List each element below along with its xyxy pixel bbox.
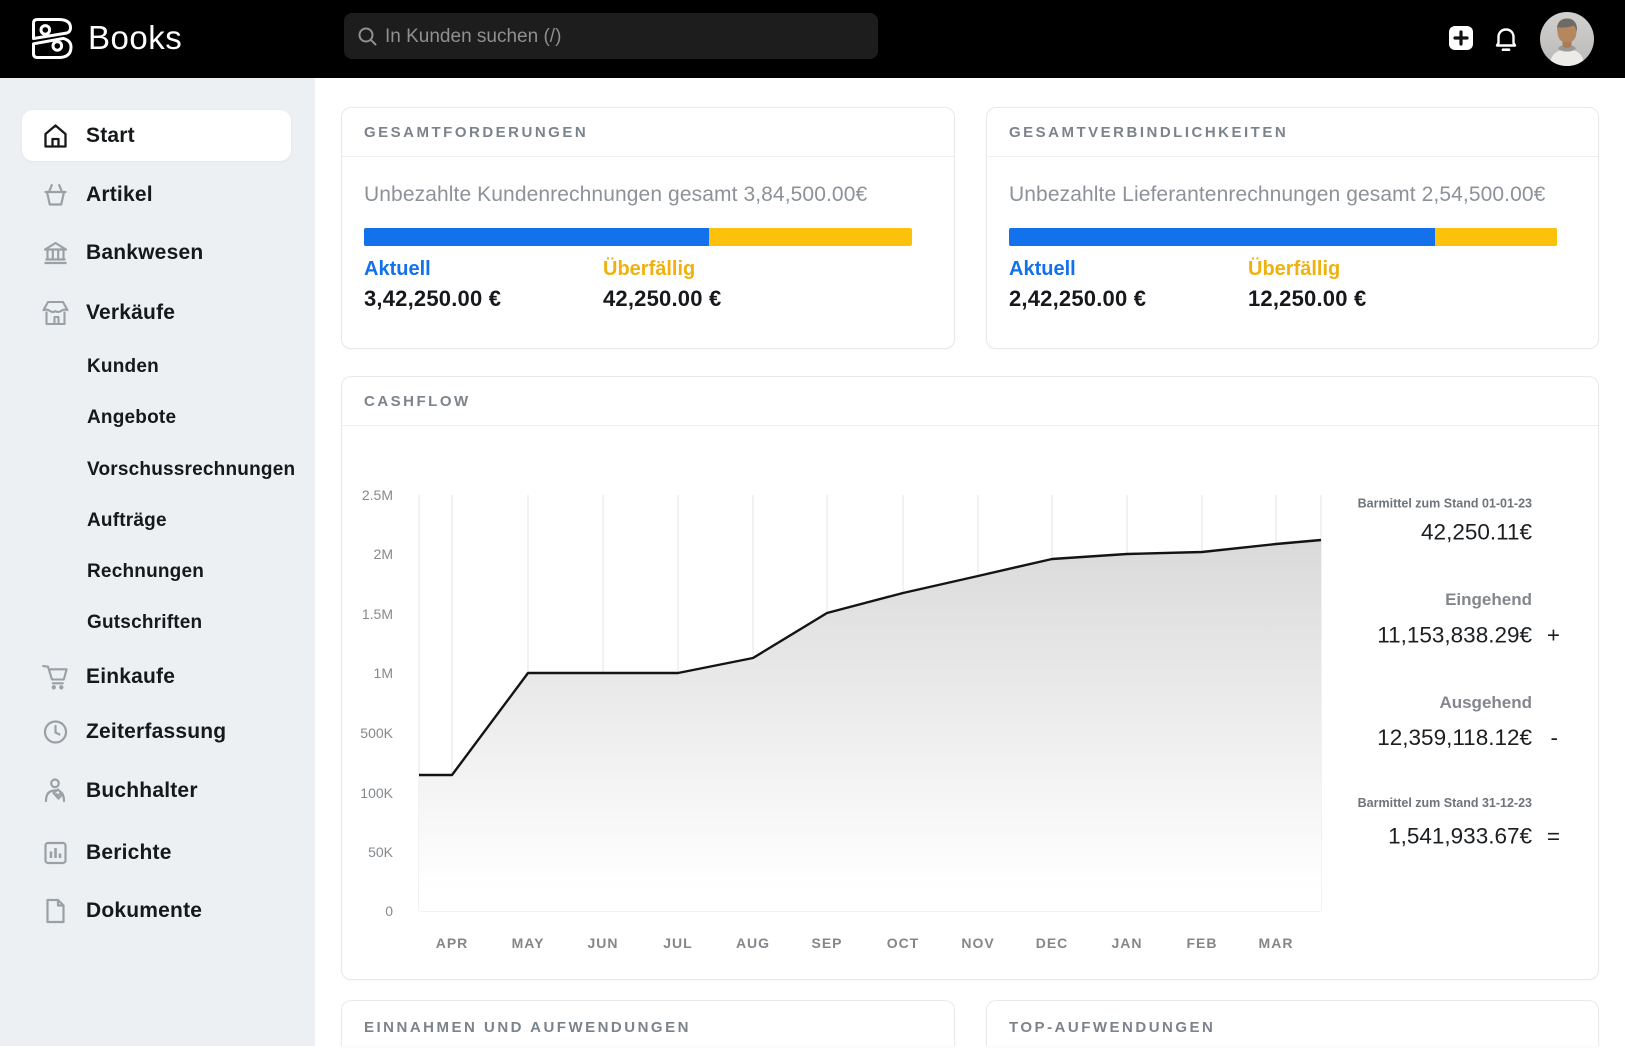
- svg-text:50K: 50K: [368, 844, 394, 860]
- svg-text:DEC: DEC: [1036, 935, 1069, 951]
- svg-text:42,250.11€: 42,250.11€: [1421, 520, 1532, 545]
- svg-text:MAY: MAY: [512, 935, 545, 951]
- svg-text:100K: 100K: [360, 785, 393, 801]
- svg-text:-: -: [1551, 725, 1559, 750]
- svg-text:2.5M: 2.5M: [362, 487, 393, 503]
- svg-text:2M: 2M: [374, 546, 393, 562]
- svg-text:JAN: JAN: [1111, 935, 1142, 951]
- svg-text:1,541,933.67€: 1,541,933.67€: [1388, 824, 1532, 849]
- svg-text:12,359,118.12€: 12,359,118.12€: [1377, 725, 1532, 750]
- svg-text:1.5M: 1.5M: [362, 606, 393, 622]
- svg-text:0: 0: [385, 903, 393, 919]
- svg-text:Barmittel zum Stand 31-12-23: Barmittel zum Stand 31-12-23: [1358, 796, 1532, 810]
- svg-text:OCT: OCT: [887, 935, 920, 951]
- svg-text:11,153,838.29€: 11,153,838.29€: [1377, 623, 1532, 648]
- svg-text:Barmittel zum Stand 01-01-23: Barmittel zum Stand 01-01-23: [1358, 497, 1532, 511]
- svg-text:JUN: JUN: [587, 935, 618, 951]
- svg-text:MAR: MAR: [1259, 935, 1294, 951]
- svg-text:Eingehend: Eingehend: [1445, 590, 1532, 609]
- svg-text:NOV: NOV: [961, 935, 994, 951]
- svg-text:500K: 500K: [360, 725, 393, 741]
- svg-text:+: +: [1547, 623, 1560, 648]
- svg-text:SEP: SEP: [811, 935, 842, 951]
- svg-text:APR: APR: [436, 935, 469, 951]
- svg-text:=: =: [1547, 824, 1560, 849]
- svg-text:Ausgehend: Ausgehend: [1439, 693, 1532, 712]
- svg-text:1M: 1M: [374, 665, 393, 681]
- svg-text:AUG: AUG: [736, 935, 770, 951]
- svg-text:FEB: FEB: [1187, 935, 1218, 951]
- svg-text:JUL: JUL: [663, 935, 692, 951]
